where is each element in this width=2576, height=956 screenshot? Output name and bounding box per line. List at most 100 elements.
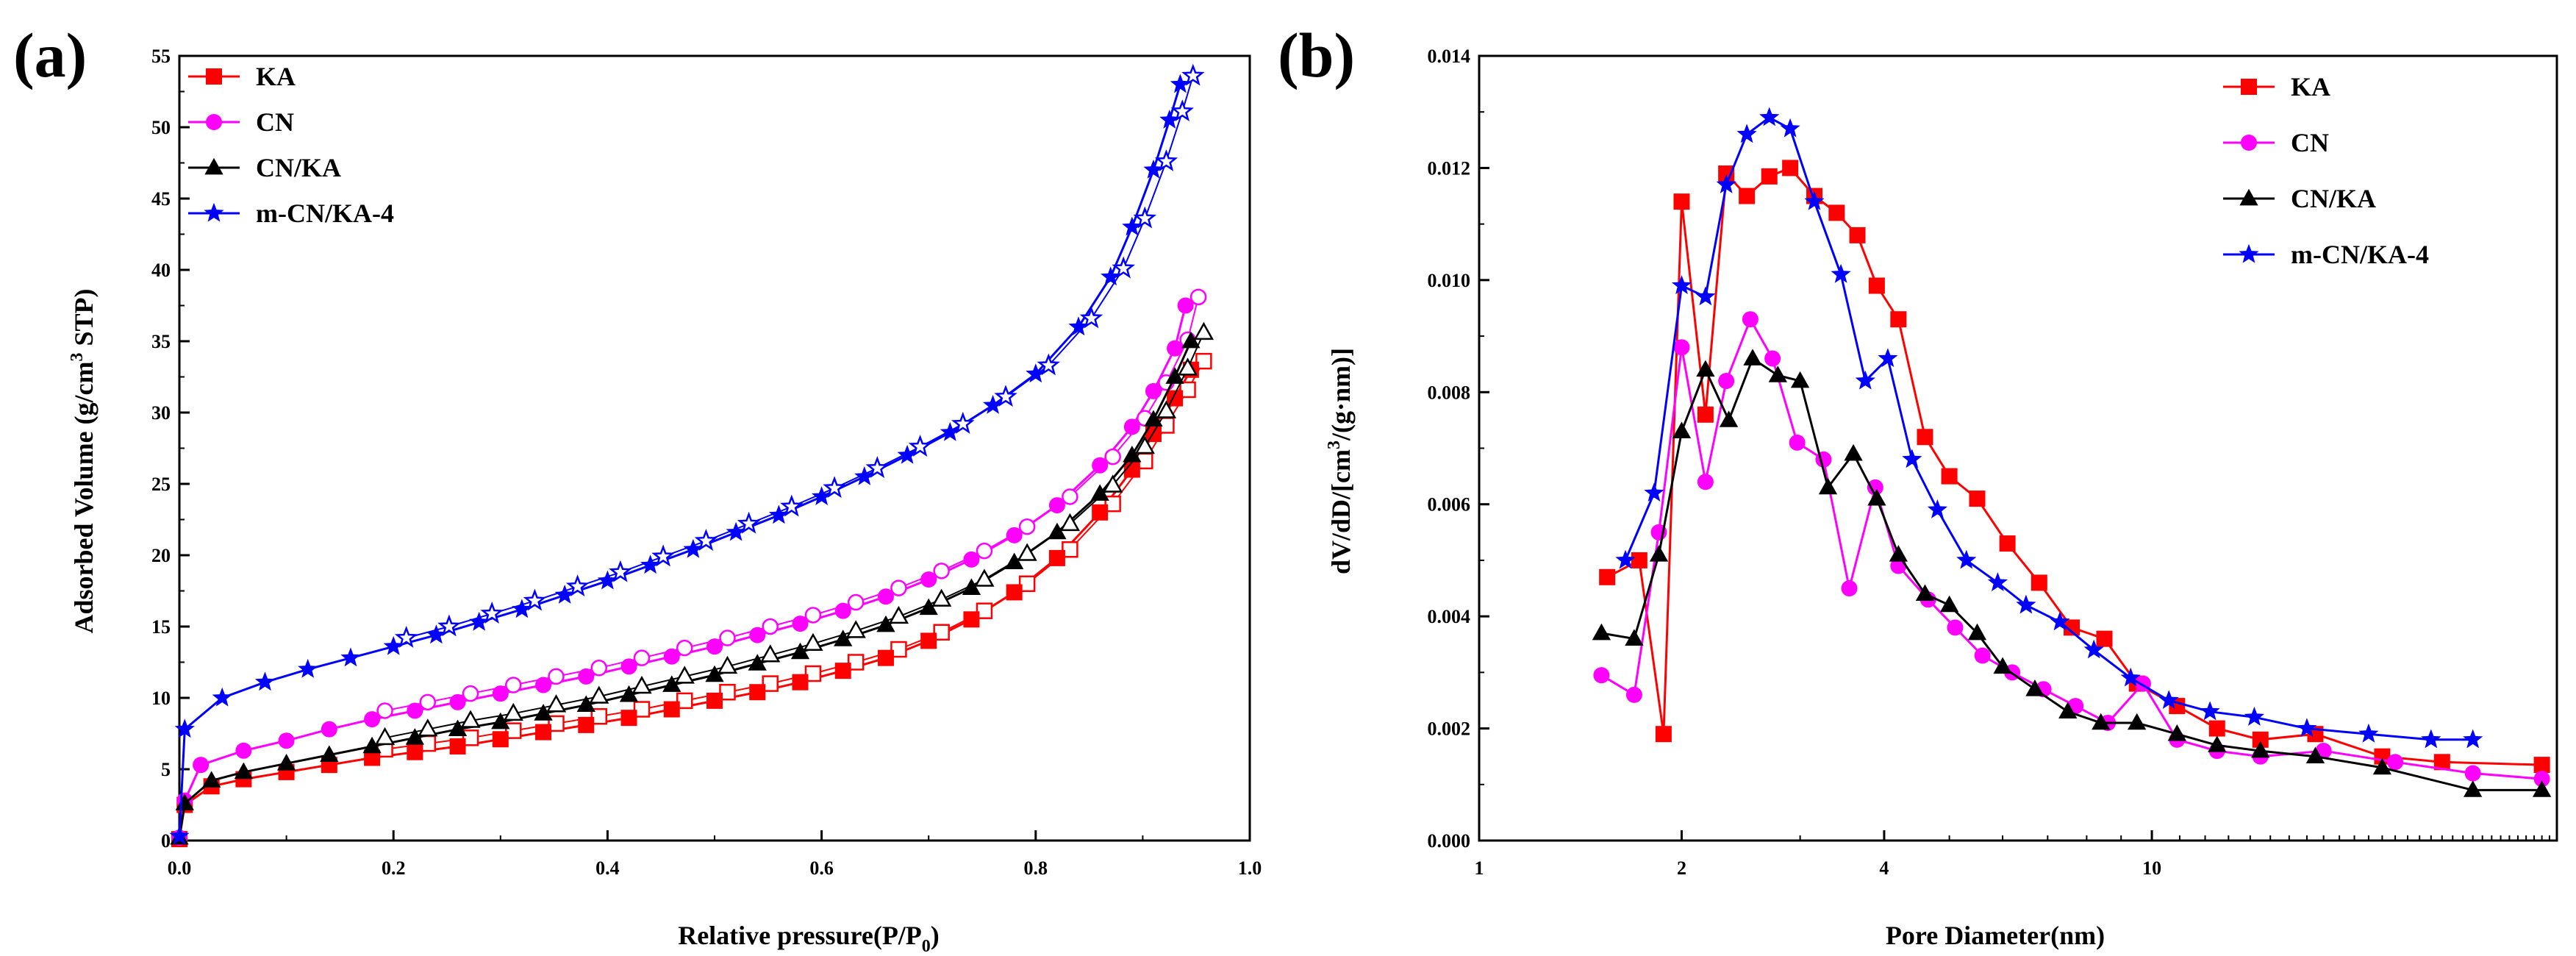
panel-a-desorption-point (823, 476, 846, 499)
panel-a-data-point (662, 675, 681, 692)
panel-a-desorption-point (505, 677, 522, 693)
panel-a-desorption-point (480, 601, 504, 624)
panel-b-data-point (2533, 771, 2550, 788)
panel-b-data-point (2031, 574, 2047, 591)
panel-b-y-tick-label: 0.010 (1428, 270, 1471, 291)
panel-a-desorption-point (804, 665, 822, 682)
panel-b-data-point (1697, 406, 1714, 423)
panel-b-data-point (1644, 482, 1664, 502)
panel-b-legend: KA CN CN/KA m-CN/KA-4 (2223, 72, 2429, 269)
panel-a-legend-label: CN/KA (256, 153, 341, 182)
panel-a-data-point (407, 743, 423, 760)
panel-b-frame (1478, 54, 2558, 842)
panel-a-data-point (920, 571, 937, 588)
panel-b-data-point (1831, 263, 1851, 283)
panel-a-desorption-point (888, 605, 909, 624)
panel-b-data-point (2120, 667, 2141, 687)
panel-a-desorption-point (418, 718, 438, 737)
panel-a-desorption-point (1062, 488, 1078, 505)
panel-b-data-point (1673, 339, 1690, 356)
panel-a-desorption-point (803, 632, 823, 652)
panel-a-desorption-point (719, 683, 736, 701)
panel-a-desorption-point (717, 655, 738, 674)
panel-a-data-point (919, 598, 938, 616)
panel-a-desorption-point (1104, 448, 1121, 465)
panel-b-data-point (1789, 434, 1806, 451)
panel-b-data-point (1999, 535, 2016, 552)
panel-a-data-point (1167, 340, 1184, 357)
panel-a-desorption-line (384, 332, 1205, 739)
panel-a-series-CN/KA (170, 321, 1214, 845)
panel-a-data-point (1122, 216, 1142, 236)
panel-b-data-point (1671, 275, 1692, 294)
panel-a-legend-marker (206, 68, 222, 85)
panel-a-data-point (963, 611, 980, 628)
panel-a-data-point (1101, 266, 1121, 286)
panel-b-data-point (2200, 701, 2220, 721)
panel-a-plot: 0.0 0.2 0.4 0.6 0.8 1.0 0 5 10 15 20 25 30 35 40 45 50 55… (151, 46, 1262, 879)
panel-a-data-point (362, 736, 382, 754)
panel-a-data-point (512, 599, 532, 618)
panel-a-desorption-point (951, 411, 975, 434)
panel-a-desorption-point (548, 715, 565, 732)
panel-a-data-point (877, 588, 894, 605)
panel-a-desorption-point (780, 494, 804, 517)
panel-a-data-point (834, 602, 851, 619)
panel-b-data-point (1878, 348, 1898, 368)
panel-b-data-point (2208, 735, 2227, 752)
panel-a-data-point (663, 701, 680, 718)
panel-a-x-axis-label: Relative pressure(P/P0) (678, 921, 940, 956)
panel-b-data-point (1804, 190, 1825, 210)
panel-b-legend-label: KA (2291, 72, 2330, 101)
panel-b-series-CN/KA (1592, 349, 2552, 797)
panel-a-desorption-point (523, 588, 547, 611)
panel-a-desorption-point (1181, 63, 1205, 86)
panel-b-data-point (1939, 595, 1959, 613)
panel-b-data-point (1987, 572, 2008, 591)
panel-a-data-point (706, 638, 723, 655)
panel-a-desorption-point (460, 710, 481, 728)
panel-b-legend-label: CN (2291, 128, 2329, 157)
panel-a-data-point (1005, 552, 1024, 570)
panel-b-data-point (1969, 491, 1986, 507)
panel-a-desorption-point (694, 529, 718, 551)
panel-a-desorption-point (394, 625, 418, 648)
panel-a-data-point (1165, 367, 1184, 384)
panel-b-legend-marker (2241, 79, 2257, 95)
panel-b-data-point (1672, 421, 1692, 438)
panel-a-desorption-point (737, 511, 761, 534)
panel-a-desorption-point (1104, 495, 1121, 513)
panel-a-desorption-point (1193, 321, 1214, 340)
panel-a-x-tick-label: 0.4 (595, 857, 620, 879)
panel-a-desorption-point (505, 722, 522, 739)
panel-a-desorption-point (1189, 288, 1207, 306)
panel-b-data-point (1759, 107, 1780, 126)
panel-a-desorption-point (676, 692, 693, 710)
panel-a-desorption-point (760, 644, 781, 663)
panel-b-data-point (2244, 707, 2264, 726)
panel-a-data-point (749, 684, 766, 701)
panel-a-data-point (1026, 363, 1046, 383)
panel-b-data-point (2533, 757, 2550, 774)
panel-a-legend-label: m-CN/KA-4 (256, 199, 394, 228)
panel-b-series-line (1600, 316, 2542, 780)
panel-b-series-line (1601, 357, 2542, 791)
panel-a-legend-label: CN (256, 107, 294, 137)
panel-a-desorption-point (503, 702, 523, 721)
panel-a-data-point (1143, 159, 1164, 179)
panel-a-data-point (1123, 446, 1142, 463)
panel-a-data-point (1092, 457, 1109, 474)
panel-a-desorption-point (847, 654, 865, 671)
panel-b-data-point (1631, 552, 1647, 568)
panel-a-x-tick-label: 0.2 (382, 857, 406, 879)
panel-b-y-tick-label: 0.006 (1428, 494, 1471, 516)
panel-b-data-point (1696, 360, 1715, 377)
panel-a-desorption-point (437, 614, 461, 637)
panel-a-data-point (1068, 316, 1089, 336)
panel-a-desorption-point (651, 544, 675, 567)
panel-b-data-point (1593, 667, 1610, 684)
panel-a-data-point (320, 745, 339, 762)
panel-a-data-point (578, 716, 595, 733)
panel-a-desorption-point (419, 693, 437, 711)
panel-a-desorption-point (462, 685, 479, 702)
